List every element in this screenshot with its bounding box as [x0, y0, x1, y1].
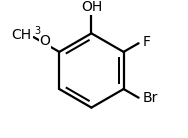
Text: CH: CH [11, 28, 31, 42]
Text: O: O [40, 34, 51, 48]
Text: OH: OH [81, 0, 102, 14]
Text: Br: Br [143, 91, 158, 105]
Text: 3: 3 [34, 26, 40, 36]
Text: F: F [143, 35, 151, 49]
